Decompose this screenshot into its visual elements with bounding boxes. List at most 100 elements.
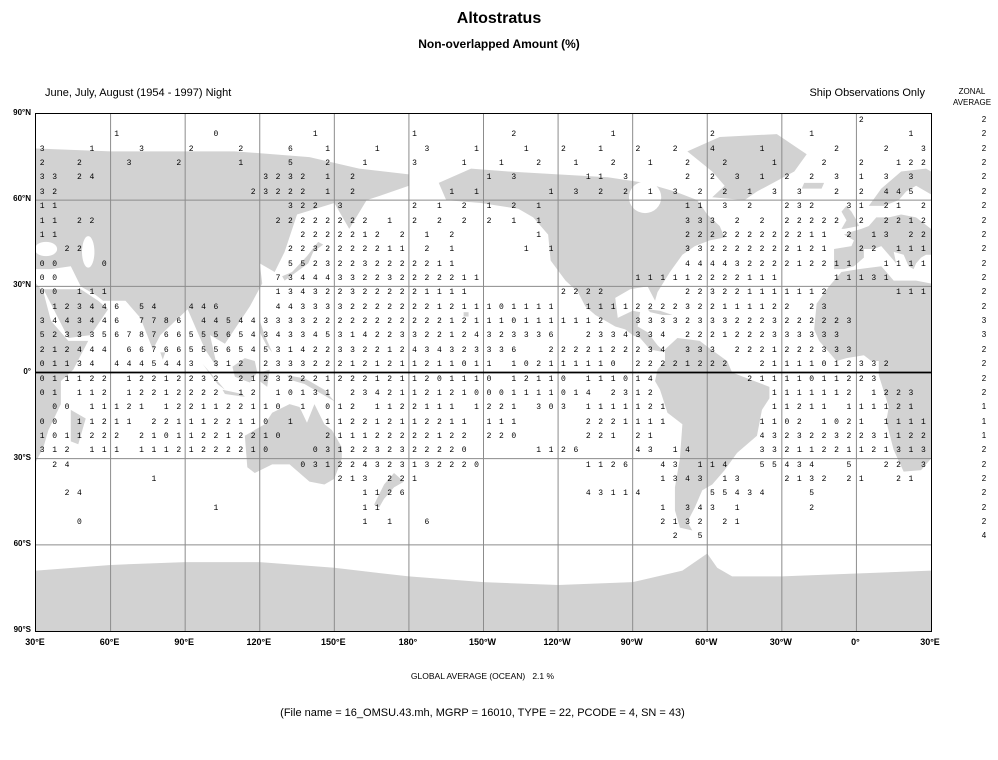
zonal-average-value: 2 <box>981 445 987 455</box>
grid-row: 00 0 55232232222211 44443222212211 1111 <box>39 259 931 269</box>
page-title: Altostratus <box>456 10 542 27</box>
lat-tick: 60°S <box>13 538 31 548</box>
zonal-average-value: 1 <box>981 430 987 440</box>
landmass-north-america <box>438 168 725 353</box>
zonal-average-value: 1 <box>981 416 987 426</box>
black-sea <box>36 241 58 257</box>
grid-row <box>36 602 931 616</box>
landmass-sulawesi <box>259 369 270 387</box>
grid-row <box>36 588 931 602</box>
zonal-average-value: 2 <box>981 129 987 139</box>
zonal-average-header-line2: AVERAGE <box>952 98 992 107</box>
grid-row: 22 2232222211 2 1 1 1 332222222121 22 11… <box>39 245 931 255</box>
grid-row: 00 111 1343223222221111 2222 22322111111… <box>39 288 931 298</box>
lon-tick: 150°E <box>320 637 346 647</box>
landmass-java <box>222 389 245 397</box>
grid-row <box>36 574 931 588</box>
grid-row: 32 23222 1 2 1 1 1 3 2 2 1 3 2 2 1 3 3 2… <box>39 187 931 197</box>
landmass-britain <box>841 205 859 229</box>
grid-lines <box>36 114 931 631</box>
landmass-australia <box>244 404 342 485</box>
zonal-average-value: 2 <box>981 258 987 268</box>
grid-row <box>36 617 931 631</box>
lon-tick: 90°E <box>174 637 194 647</box>
zonal-average-column: 2 2 2 2 2 2 2 2 2 2 2 2 2 2 3 3 2 2 2 2 1 1 1 2 2 2 2 2 2 4 <box>970 113 998 630</box>
file-info-label: (File name = 16_OMSU.43.mh, MGRP = 16010… <box>280 707 685 719</box>
landmass-japan <box>282 241 324 281</box>
lon-tick: 60°E <box>99 637 120 647</box>
grid-row: 11 22 22222222 1 2 2 2 2 1 1 333 2 2 222… <box>39 216 931 226</box>
grid-row: 24 1126 43114 55434 5 <box>39 489 931 499</box>
landmass-madagascar <box>70 409 86 445</box>
zonal-average-value: 2 <box>981 373 987 383</box>
baltic-sea <box>899 198 913 211</box>
zonal-average-value: 2 <box>981 244 987 254</box>
zonal-average-header: ZONAL AVERAGE <box>946 86 998 108</box>
landmass-scandinavia <box>868 168 931 206</box>
hudson-bay <box>628 181 662 214</box>
source-label: Ship Observations Only <box>809 87 925 99</box>
grid-row: 0 1 1 6 2132 21 <box>39 518 931 528</box>
zonal-average-value: 1 <box>981 402 987 412</box>
landmass-borneo <box>232 358 258 383</box>
zonal-average-value: 3 <box>981 330 987 340</box>
grid-row: 123446 54 446 44333322222221211101111 11… <box>39 302 931 312</box>
lon-tick: 60°W <box>695 637 718 647</box>
grid-row: 1 213 221 1343 13 2132 21 21 <box>39 475 931 485</box>
zonal-average-value: 2 <box>981 488 987 498</box>
zonal-average-value: 4 <box>981 531 987 541</box>
zonal-average-value: 2 <box>981 459 987 469</box>
grid-row: 011122 12212232 212322212221211201110 12… <box>39 374 931 384</box>
grid-row: 24 031224323132220 1126 43 114 55434 5 2… <box>39 460 931 470</box>
zonal-average-value: 2 <box>981 387 987 397</box>
page-subtitle: Non-overlapped Amount (%) <box>418 37 580 51</box>
landmass-arabia <box>43 289 109 339</box>
grid-row: 5233356787665556543433453142233221243233… <box>39 331 931 341</box>
zonal-average-value: 2 <box>981 272 987 282</box>
landmass-new-zealand <box>374 473 404 508</box>
lon-tick: 150°W <box>468 637 497 647</box>
lat-tick: 30°N <box>13 280 31 290</box>
grid-row: 212444 66766555654531422332212434323336 … <box>39 345 931 355</box>
grid-row: 2 <box>39 116 931 125</box>
zonal-average-value: 2 <box>981 201 987 211</box>
grid-row: 00 73444332232222211 111112222111 11131 <box>39 273 931 283</box>
zonal-average-value: 2 <box>981 172 987 182</box>
grid-row: 01 112 12212222 12 10131 234211212100011… <box>39 388 931 398</box>
zonal-average-value: 2 <box>981 502 987 512</box>
landmass-new-guinea <box>287 375 335 402</box>
grid-row: 1 0 1 1 2 1 2 1 1 <box>39 130 931 140</box>
zonal-average-value: 2 <box>981 215 987 225</box>
grid-row: 01134 4445443 312 2333222121211211011 10… <box>39 360 931 370</box>
landmass-iceland <box>801 182 825 189</box>
landmass-europe <box>834 214 931 270</box>
lat-tick: 90°S <box>13 625 31 634</box>
lat-tick: 0° <box>23 366 31 376</box>
lon-tick: 30°E <box>920 637 940 647</box>
lon-tick: 180° <box>398 637 418 647</box>
world-map <box>36 114 931 631</box>
landmass-greenland <box>687 134 807 201</box>
landmass-africa-west <box>814 266 931 472</box>
zonal-average-value: 2 <box>981 158 987 168</box>
grid-row: 33 24 3232 1 2 1 3 11 3 2 2 3 1 2 2 3 1 … <box>39 173 931 183</box>
grid-row: 2 2 3 2 1 5 2 1 3 1 1 2 1 2 1 2 2 1 2 2 … <box>39 159 931 169</box>
zonal-average-value: 2 <box>981 517 987 527</box>
lon-tick: 0° <box>851 637 860 647</box>
grid-row: 00 11121 1221122110 1 012 1122111 1221 3… <box>39 403 931 413</box>
zonal-average-value: 2 <box>981 359 987 369</box>
grid-row: 3443446 7786 445443333222222222221211101… <box>39 317 931 327</box>
landmass-cuba <box>647 309 673 316</box>
lon-tick: 120°W <box>543 637 571 647</box>
lon-tick: 90°W <box>620 637 643 647</box>
lat-tick: 90°N <box>13 108 31 117</box>
grid-row: 1 11 1 343 1 2 <box>39 503 931 513</box>
lon-tick: 120°E <box>246 637 272 647</box>
landmass-sri-lanka <box>160 352 166 360</box>
grid-row: 1011222 210112212210 211122222122 220 22… <box>39 431 931 441</box>
landmass-philippines <box>259 320 273 353</box>
grid-row: 2 5 <box>39 532 931 542</box>
zonal-average-value: 2 <box>981 186 987 196</box>
zonal-average-value: 2 <box>981 287 987 297</box>
